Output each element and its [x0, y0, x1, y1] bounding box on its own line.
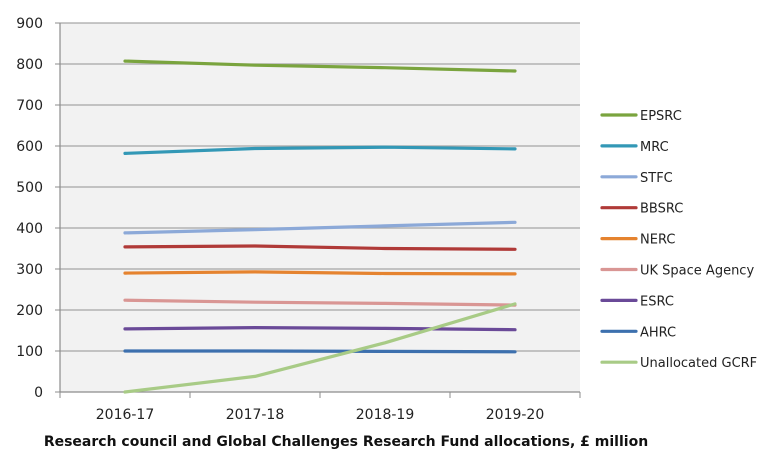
x-tick-label-2019-20: 2019-20 [486, 407, 545, 423]
y-tick-label: 700 [16, 98, 43, 114]
legend: EPSRC MRC STFC BBSRC NERC UK Space Agency ESRC… [600, 109, 757, 371]
series-line-ahrc [123, 349, 517, 354]
x-tick-label-2016-17: 2016-17 [96, 407, 155, 423]
legend-label-ahrc: AHRC [640, 325, 676, 340]
y-axis-tick-labels: 0 100 200 300 400 500 600 700 800 900 [16, 16, 60, 401]
y-tick-label: 0 [34, 385, 43, 401]
legend-label-bbsrc: BBSRC [640, 202, 683, 217]
x-tick-label-2017-18: 2017-18 [226, 407, 285, 423]
legend-item-esrc: ESRC [600, 294, 674, 309]
legend-label-stfc: STFC [640, 171, 673, 186]
legend-label-uk-space-agency: UK Space Agency [640, 264, 754, 279]
y-tick-label: 400 [16, 221, 43, 237]
y-tick-label: 600 [16, 139, 43, 155]
series-line-uk-space-agency [123, 298, 517, 307]
legend-item-unallocated-gcrf: Unallocated GCRF [600, 356, 757, 371]
legend-item-nerc: NERC [600, 233, 675, 248]
series-line-esrc [123, 326, 517, 332]
legend-item-epsrc: EPSRC [600, 109, 682, 124]
series-line-mrc [123, 145, 517, 155]
y-tick-label: 800 [16, 57, 43, 73]
series-line-epsrc [123, 59, 517, 73]
legend-item-stfc: STFC [600, 171, 673, 186]
series-line-bbsrc [123, 244, 517, 251]
legend-item-bbsrc: BBSRC [600, 202, 683, 217]
series-line-unallocated-gcrf [123, 302, 517, 394]
legend-label-epsrc: EPSRC [640, 109, 682, 124]
legend-label-esrc: ESRC [640, 294, 674, 309]
legend-label-unallocated-gcrf: Unallocated GCRF [640, 356, 757, 371]
plot-area [60, 23, 580, 392]
y-tick-label: 900 [16, 16, 43, 32]
legend-label-mrc: MRC [640, 140, 669, 155]
x-axis-title: Research council and Global Challenges R… [44, 434, 648, 450]
series-line-stfc [123, 220, 517, 235]
legend-item-mrc: MRC [600, 140, 669, 155]
series-lines [123, 59, 517, 394]
legend-item-ahrc: AHRC [600, 325, 676, 340]
y-tick-label: 200 [16, 303, 43, 319]
gridlines [60, 22, 580, 352]
series-line-nerc [123, 270, 517, 276]
y-tick-label: 500 [16, 180, 43, 196]
x-axis-tick-labels: 2016-17 2017-18 2018-19 2019-20 [59, 392, 581, 423]
y-tick-label: 300 [16, 262, 43, 278]
legend-item-uk-space-agency: UK Space Agency [600, 264, 754, 279]
x-tick-label-2018-19: 2018-19 [356, 407, 415, 423]
legend-label-nerc: NERC [640, 233, 675, 248]
y-tick-label: 100 [16, 344, 43, 360]
